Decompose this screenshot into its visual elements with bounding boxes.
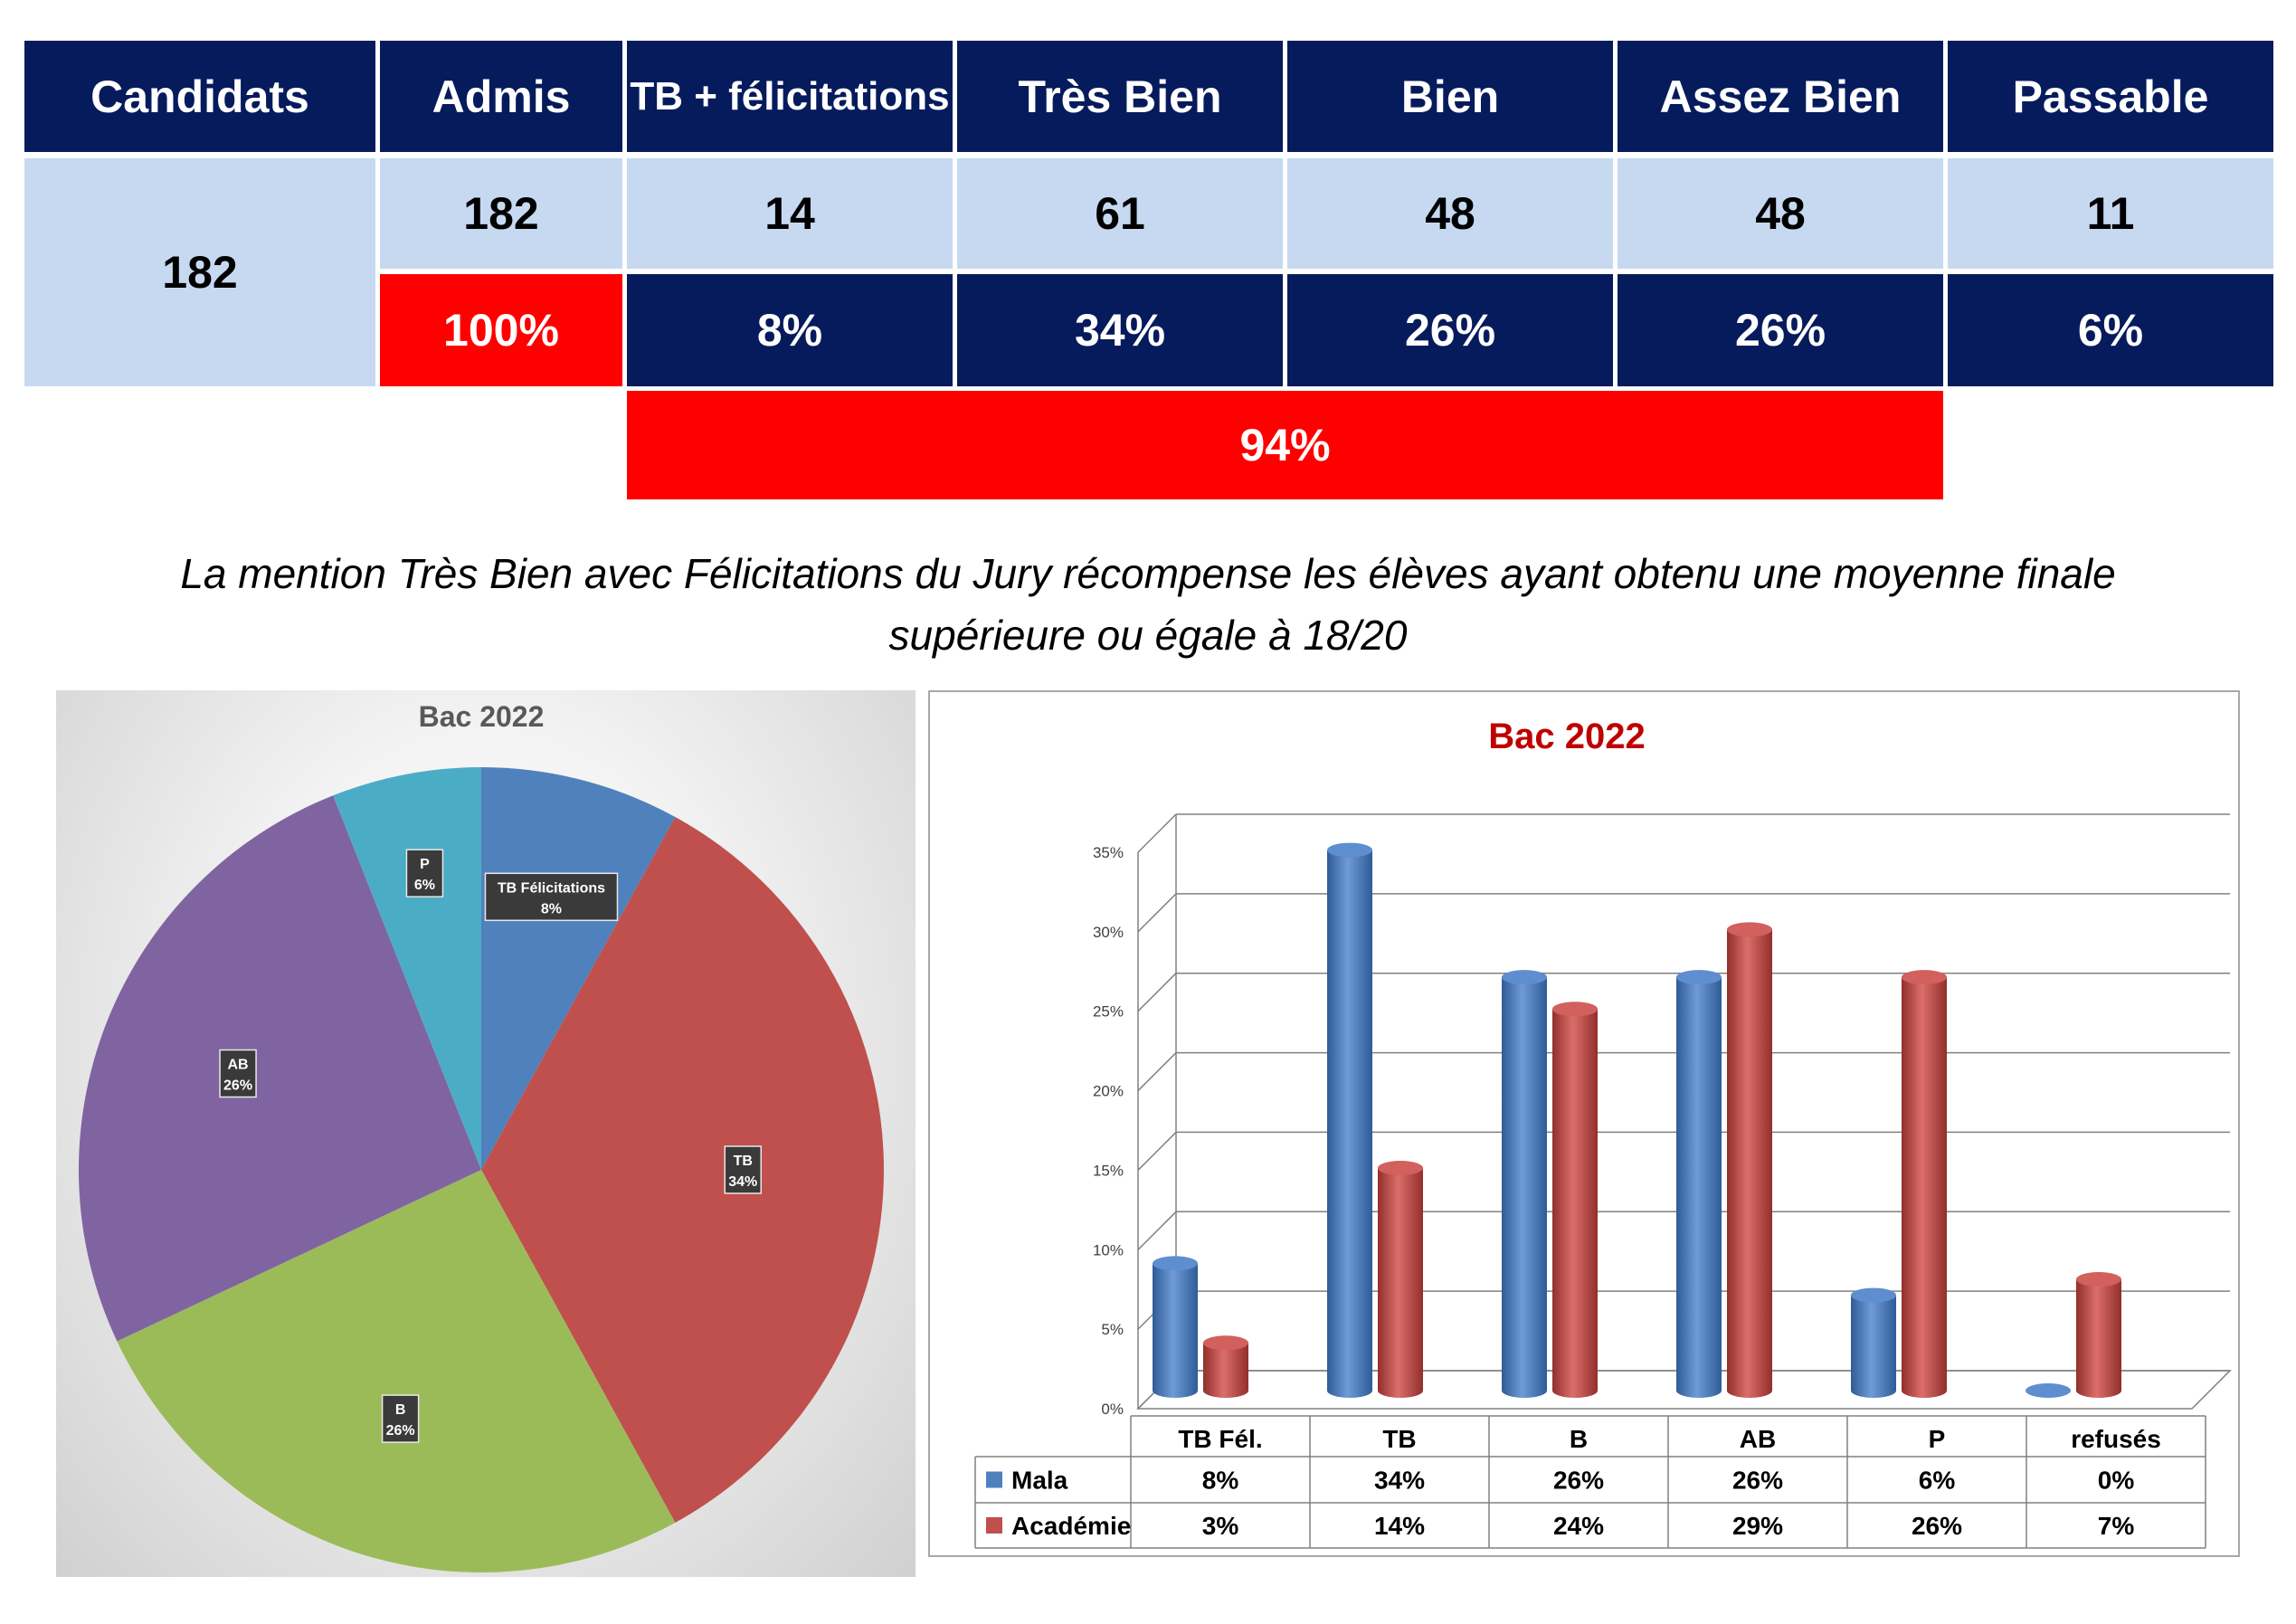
- pie-slice-p: [333, 767, 481, 1170]
- side-gridline: [1137, 1211, 1177, 1250]
- pie-label-tb: TB 34%: [724, 1145, 762, 1194]
- pie-slice-ab: [78, 795, 482, 1342]
- header-tb-felicitations: TB + félicitations: [627, 41, 953, 152]
- legend-swatch-mala: [986, 1471, 1002, 1488]
- side-gridline: [1137, 1131, 1177, 1171]
- side-gridline: [1137, 813, 1177, 853]
- mention-total-percent: 94%: [627, 391, 1943, 499]
- candidats-value: 182: [24, 158, 375, 386]
- bar-academie-refuses: [2076, 1272, 2121, 1398]
- bar-academie-p: [1902, 970, 1947, 1398]
- percent-tres-bien: 34%: [957, 274, 1283, 386]
- bar-academie-b: [1552, 1002, 1598, 1398]
- bar-mala-b: [1502, 970, 1547, 1398]
- pie-title: Bac 2022: [419, 700, 545, 733]
- y-tick-label: 5%: [1101, 1321, 1124, 1338]
- pie-label-value: 34%: [728, 1174, 757, 1190]
- caption-line-1: La mention Très Bien avec Félicitations …: [180, 550, 2116, 597]
- pie-label-name: TB Félicitations: [498, 880, 605, 896]
- pie-slice-b: [117, 1170, 676, 1572]
- pie-chart-panel: Bac 2022 TB Félicitations 8% TB 34% B 26% AB 26…: [56, 690, 916, 1577]
- bar-chart: Bac 2022 0% 5% 10% 15% 20% 25% 30% 35% TB Fél. T…: [974, 717, 2232, 1549]
- bar-mala-refuses: [2026, 1383, 2071, 1398]
- header-admis: Admis: [380, 41, 622, 152]
- data-label-academie-tb-fel: 3%: [1202, 1512, 1239, 1540]
- x-tick-label-tb: TB: [1382, 1425, 1416, 1453]
- pie-label-tb-felicitations: TB Félicitations 8%: [484, 872, 619, 922]
- pie-label-b: B 26%: [381, 1394, 420, 1443]
- x-tick-label-tb-fel: TB Fél.: [1178, 1425, 1262, 1453]
- percent-bien: 26%: [1287, 274, 1613, 386]
- header-passable: Passable: [1948, 41, 2273, 152]
- legend-label-academie: Académie: [1011, 1512, 1131, 1540]
- data-label-academie-tb: 14%: [1374, 1512, 1425, 1540]
- pie-slice-tb-felicitations: [481, 767, 676, 1170]
- legend-label-mala: Mala: [1011, 1467, 1068, 1495]
- y-tick-label: 15%: [1093, 1162, 1124, 1179]
- data-label-mala-ab: 26%: [1732, 1467, 1783, 1495]
- y-tick-label: 25%: [1093, 1003, 1124, 1021]
- pie-label-value: 26%: [386, 1423, 415, 1439]
- bar-mala-p: [1851, 1287, 1896, 1398]
- data-label-academie-p: 26%: [1912, 1512, 1962, 1540]
- count-tb-felicitations: 14: [627, 158, 953, 269]
- bar-mala-ab: [1676, 970, 1722, 1398]
- x-tick-label-b: B: [1570, 1425, 1588, 1453]
- data-label-mala-tb-fel: 8%: [1202, 1467, 1239, 1495]
- data-label-academie-b: 24%: [1553, 1512, 1604, 1540]
- data-label-academie-ab: 29%: [1732, 1512, 1783, 1540]
- legend-swatch-academie: [986, 1517, 1002, 1534]
- x-tick-label-refuses: refusés: [2071, 1425, 2161, 1453]
- bar-mala-tb: [1327, 842, 1372, 1398]
- y-tick-label: 30%: [1093, 924, 1124, 941]
- x-tick-label-ab: AB: [1740, 1425, 1776, 1453]
- pie-label-value: 8%: [541, 901, 562, 916]
- side-gridline: [1137, 973, 1177, 1012]
- side-gridline: [1137, 893, 1177, 933]
- side-gridline: [1137, 1052, 1177, 1092]
- bar-title: Bac 2022: [1488, 717, 1645, 756]
- pie-label-name: TB: [734, 1154, 753, 1169]
- header-assez-bien: Assez Bien: [1618, 41, 1943, 152]
- pie-label-ab: AB 26%: [219, 1049, 257, 1098]
- percent-admis: 100%: [380, 274, 622, 386]
- bar-academie-ab: [1727, 922, 1772, 1398]
- data-label-mala-refuses: 0%: [2098, 1467, 2135, 1495]
- pie-chart: Bac 2022 TB Félicitations 8% TB 34% B 26% AB 26…: [78, 700, 884, 1572]
- header-candidats: Candidats: [24, 41, 375, 152]
- count-assez-bien: 48: [1618, 158, 1943, 269]
- caption: La mention Très Bien avec Félicitations …: [54, 543, 2242, 666]
- data-label-mala-p: 6%: [1919, 1467, 1956, 1495]
- pie-label-name: B: [395, 1402, 406, 1418]
- data-label-mala-b: 26%: [1553, 1467, 1604, 1495]
- count-admis: 182: [380, 158, 622, 269]
- bar-academie-tb-fel: [1203, 1335, 1248, 1398]
- x-tick-label-p: P: [1929, 1425, 1946, 1453]
- bar-academie-tb: [1378, 1161, 1423, 1398]
- pie-label-name: P: [420, 857, 430, 872]
- pie-label-p: P 6%: [405, 849, 444, 897]
- bar-mala-tb-fel: [1153, 1256, 1198, 1398]
- pie-slice-tb: [481, 817, 884, 1523]
- bar-chart-panel: Bac 2022 0% 5% 10% 15% 20% 25% 30% 35% TB Fél. T…: [928, 690, 2240, 1557]
- count-tres-bien: 61: [957, 158, 1283, 269]
- header-bien: Bien: [1287, 41, 1613, 152]
- count-bien: 48: [1287, 158, 1613, 269]
- caption-line-2: supérieure ou égale à 18/20: [888, 612, 1408, 659]
- percent-passable: 6%: [1948, 274, 2273, 386]
- data-label-mala-tb: 34%: [1374, 1467, 1425, 1495]
- y-tick-label: 20%: [1093, 1083, 1124, 1100]
- y-tick-label: 35%: [1093, 844, 1124, 861]
- pie-label-value: 6%: [414, 878, 435, 893]
- pie-label-value: 26%: [223, 1078, 252, 1094]
- data-label-academie-refuses: 7%: [2098, 1512, 2135, 1540]
- percent-assez-bien: 26%: [1618, 274, 1943, 386]
- pie-label-name: AB: [228, 1058, 249, 1073]
- y-tick-label: 10%: [1093, 1241, 1124, 1258]
- count-passable: 11: [1948, 158, 2273, 269]
- header-tres-bien: Très Bien: [957, 41, 1283, 152]
- y-tick-label: 0%: [1101, 1401, 1124, 1418]
- percent-tb-felicitations: 8%: [627, 274, 953, 386]
